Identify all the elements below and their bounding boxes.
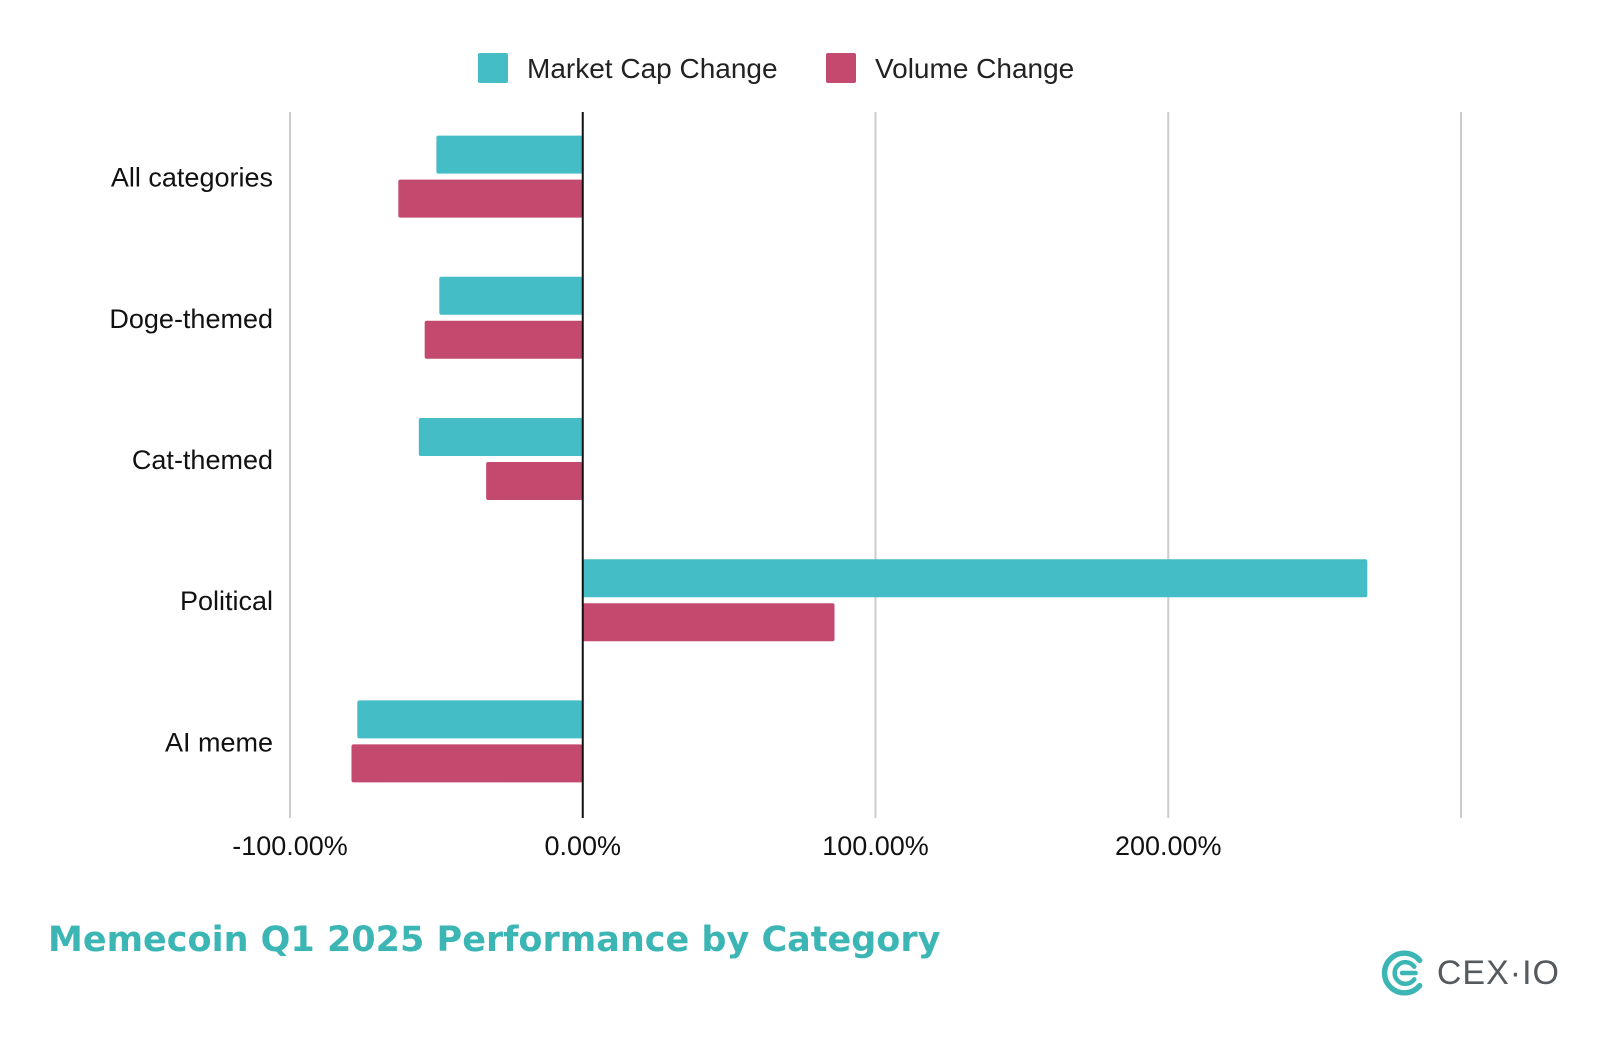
chart-gridlines <box>289 112 1462 818</box>
chart-legend: Market Cap Change Volume Change <box>478 53 1074 84</box>
cex-io-logo-icon <box>1381 950 1423 996</box>
legend-swatch <box>826 53 856 83</box>
x-tick-labels: -100.00% 0.00% 100.00% 200.00% <box>232 831 1221 861</box>
bar-volume <box>351 744 583 783</box>
bar-market-cap <box>439 276 583 315</box>
bar-market-cap <box>357 700 583 739</box>
category-label: Cat-themed <box>132 445 273 475</box>
x-tick-label: 0.00% <box>544 831 621 861</box>
legend-swatch <box>478 53 508 83</box>
bar-volume <box>424 320 583 359</box>
brand-logo: CEX·IO <box>1380 945 1560 1001</box>
x-tick-label: -100.00% <box>232 831 348 861</box>
category-label: Doge-themed <box>109 304 273 334</box>
bar-market-cap <box>582 559 1368 598</box>
legend-label: Market Cap Change <box>527 53 778 84</box>
chart-footer-title: Memecoin Q1 2025 Performance by Category <box>48 920 941 960</box>
brand-name: CEX·IO <box>1436 953 1560 992</box>
x-tick-label: 200.00% <box>1115 831 1222 861</box>
bar-market-cap <box>436 135 583 174</box>
category-label: AI meme <box>165 727 273 757</box>
bar-volume <box>582 603 835 642</box>
bar-volume <box>486 462 583 500</box>
bar-market-cap <box>418 418 583 456</box>
chart-bars <box>351 135 1368 783</box>
category-labels: All categories Doge-themed Cat-themed Polit… <box>109 163 273 758</box>
bar-volume <box>398 179 583 218</box>
legend-label: Volume Change <box>875 53 1074 84</box>
category-label: All categories <box>111 163 273 193</box>
x-tick-label: 100.00% <box>822 831 929 861</box>
category-label: Political <box>180 586 273 616</box>
